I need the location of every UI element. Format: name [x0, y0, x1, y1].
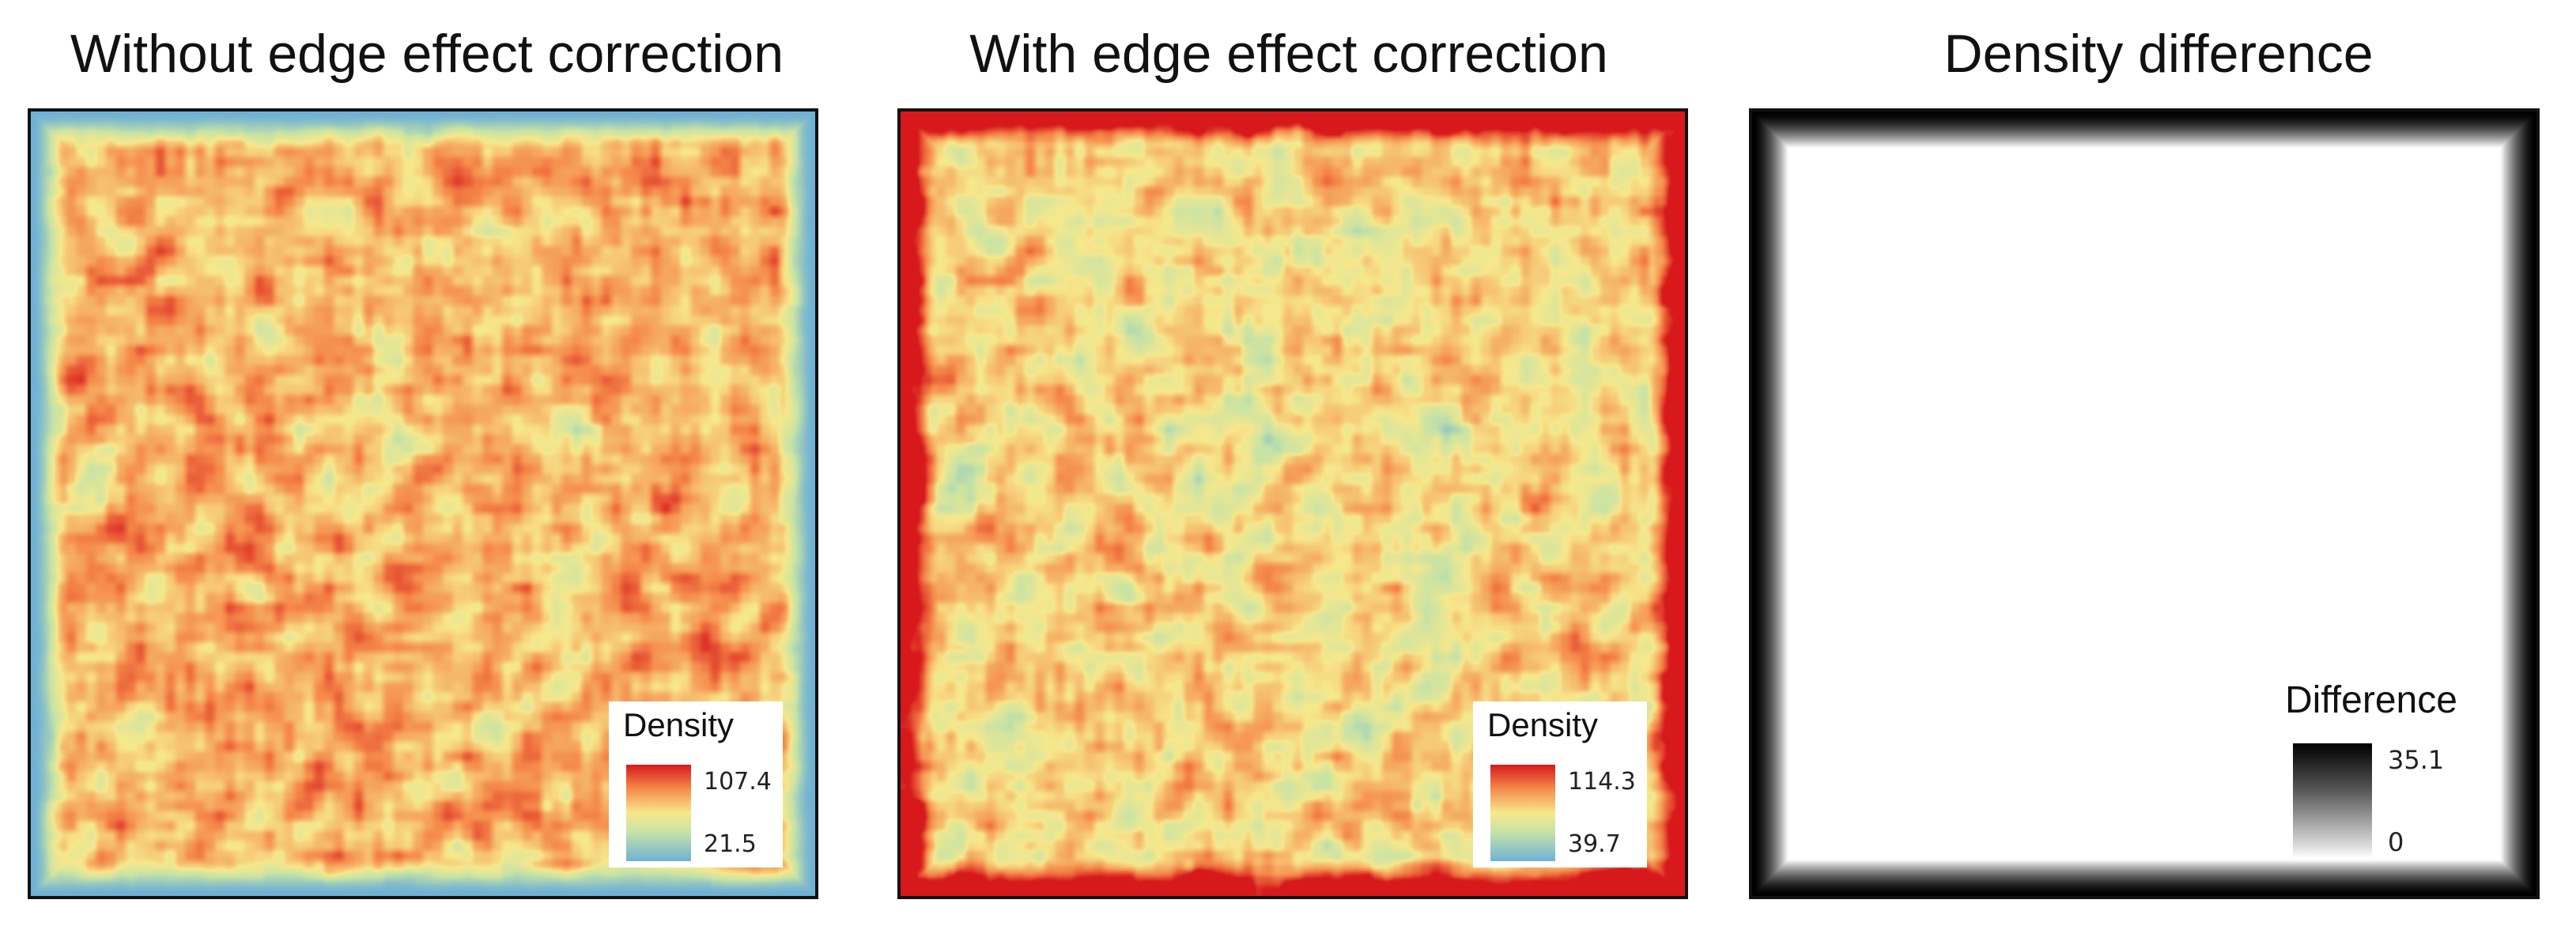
legend-title: Difference — [2285, 679, 2457, 721]
legend-difference: Difference 35.1 0 — [2269, 672, 2522, 862]
legend-min-label: 39.7 — [1568, 830, 1621, 858]
legend-title: Density — [623, 706, 735, 743]
legend-max-label: 114.3 — [1568, 768, 1636, 796]
legend-without-correction: Density 107.4 21.5 — [609, 701, 783, 868]
legend-max-label: 35.1 — [2388, 745, 2445, 775]
panel-title-with-correction: With edge effect correction — [969, 24, 1608, 84]
density-difference-map — [1749, 108, 2540, 899]
legend-title: Density — [1487, 706, 1599, 743]
legend-min-label: 0 — [2388, 827, 2404, 857]
color-ramp — [1490, 765, 1555, 861]
legend-max-label: 107.4 — [704, 768, 772, 796]
legend-min-label: 21.5 — [704, 830, 757, 858]
heatmap-canvas-difference — [1752, 112, 2536, 896]
grayscale-ramp — [2293, 743, 2372, 858]
panel-title-without-correction: Without edge effect correction — [70, 24, 784, 84]
color-ramp — [626, 765, 691, 861]
panel-title-density-difference: Density difference — [1943, 24, 2374, 84]
legend-with-correction: Density 114.3 39.7 — [1473, 701, 1647, 868]
